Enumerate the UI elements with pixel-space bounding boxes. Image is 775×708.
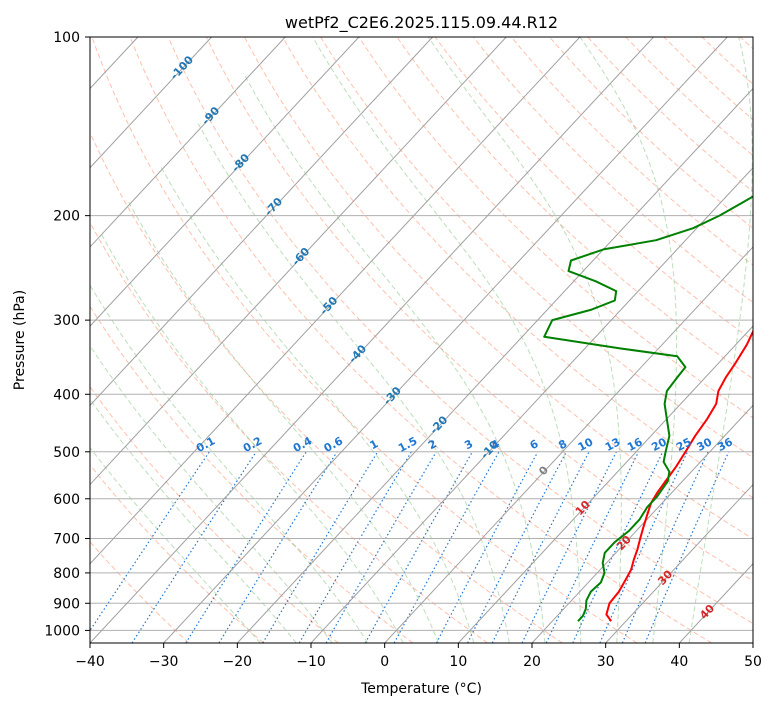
isotherm-line — [236, 87, 753, 643]
mixing-ratio-label: 16 — [625, 435, 645, 454]
moist-adiabat-line — [243, 72, 546, 643]
isotherm-line — [163, 37, 728, 643]
isotherm-line — [752, 642, 753, 643]
dry-adiabat-line — [472, 37, 753, 304]
mixing-ratio-line — [185, 451, 307, 643]
isotherm-line — [90, 37, 360, 327]
isotherm-line — [310, 166, 753, 643]
dry-adiabat-line — [167, 37, 753, 625]
moist-adiabat-line — [688, 37, 753, 643]
mixing-ratio-label: 20 — [649, 435, 669, 454]
mixing-ratio-label: 30 — [695, 435, 715, 454]
profile-series — [543, 195, 753, 622]
dry-adiabat-line — [90, 541, 190, 643]
y-tick-label: 700 — [53, 532, 80, 548]
isotherms — [90, 37, 753, 643]
dry-adiabat-line — [205, 37, 753, 582]
dry-adiabats — [90, 37, 753, 643]
dry-adiabat-line — [244, 37, 753, 540]
moist-adiabat-line — [90, 446, 261, 643]
mixing-ratio-label: 10 — [576, 435, 596, 454]
x-tick-label: 40 — [670, 654, 688, 670]
y-tick-label: 600 — [53, 492, 80, 508]
dry-adiabat-line — [434, 37, 753, 341]
isotherm-line — [605, 483, 753, 643]
x-axis-ticks: −40 −30 −20 −10 0 10 20 30 40 50 — [75, 643, 762, 670]
x-tick-label: −40 — [75, 654, 105, 670]
mixing-ratio-line — [393, 451, 500, 643]
mixing-ratio-line — [364, 451, 473, 643]
dry-adiabat-line — [358, 37, 753, 419]
mixing-ratio-label: 25 — [674, 435, 694, 454]
moist-adiabats — [90, 37, 753, 643]
isotherm-line — [90, 37, 212, 169]
isotherm-line — [90, 37, 286, 248]
plot-frame — [89, 36, 754, 644]
isotherm-line — [90, 37, 581, 565]
mixing-ratio-line — [262, 451, 379, 643]
moist-adiabat-line — [128, 202, 439, 643]
dry-adiabat-line — [90, 221, 488, 643]
moist-adiabat-line — [100, 234, 404, 643]
temperature-profile-line — [605, 329, 753, 622]
y-tick-label: 100 — [53, 30, 80, 46]
isotherm-line — [90, 37, 654, 643]
moist-adiabat-line — [160, 165, 475, 643]
moist-adiabat-line — [312, 37, 582, 643]
x-tick-label: 50 — [744, 654, 762, 670]
x-tick-label: 30 — [597, 654, 615, 670]
mixing-ratio-line — [90, 451, 210, 632]
mixing-ratio-label: 13 — [603, 435, 623, 454]
dry-adiabat-line — [90, 131, 563, 643]
y-tick-label: 200 — [53, 209, 80, 225]
x-tick-label: −30 — [149, 654, 179, 670]
dry-adiabat-line — [90, 464, 264, 643]
moist-adiabat-line — [90, 344, 333, 643]
moist-adiabat-line — [579, 37, 678, 643]
y-tick-label: 900 — [53, 596, 80, 612]
y-axis-label: Pressure (hPa) — [12, 290, 28, 390]
isotherm-line — [457, 325, 753, 643]
y-tick-label: 500 — [53, 445, 80, 461]
y-axis-ticks: 100 200 300 400 500 600 700 800 900 1000 — [44, 30, 90, 639]
mixing-ratio-line — [521, 451, 617, 643]
isotherm-line — [90, 37, 433, 407]
isotherm-line — [384, 246, 753, 643]
x-tick-label: −20 — [223, 654, 253, 670]
y-tick-label: 300 — [53, 313, 80, 329]
x-tick-label: 20 — [523, 654, 541, 670]
dewpoint-profile-line — [543, 195, 753, 622]
isotherm-line — [90, 37, 507, 486]
plot-area — [90, 37, 753, 643]
mixing-ratio-label: 36 — [715, 435, 735, 454]
x-tick-label: −10 — [296, 654, 326, 670]
x-axis-label: Temperature (°C) — [360, 681, 482, 697]
dry-adiabat-line — [129, 37, 712, 643]
dry-adiabat-line — [91, 37, 638, 643]
mixing-ratio-line — [621, 451, 709, 643]
chart-title: wetPf2_C2E6.2025.115.09.44.R12 — [285, 13, 558, 33]
x-tick-label: 0 — [380, 654, 389, 670]
y-tick-label: 400 — [53, 387, 80, 403]
x-tick-label: 10 — [449, 654, 467, 670]
y-tick-label: 1000 — [44, 623, 80, 639]
dry-adiabat-line — [282, 37, 753, 499]
isotherm-line — [531, 404, 753, 643]
y-tick-label: 800 — [53, 566, 80, 582]
mixing-ratio-line — [435, 451, 539, 643]
